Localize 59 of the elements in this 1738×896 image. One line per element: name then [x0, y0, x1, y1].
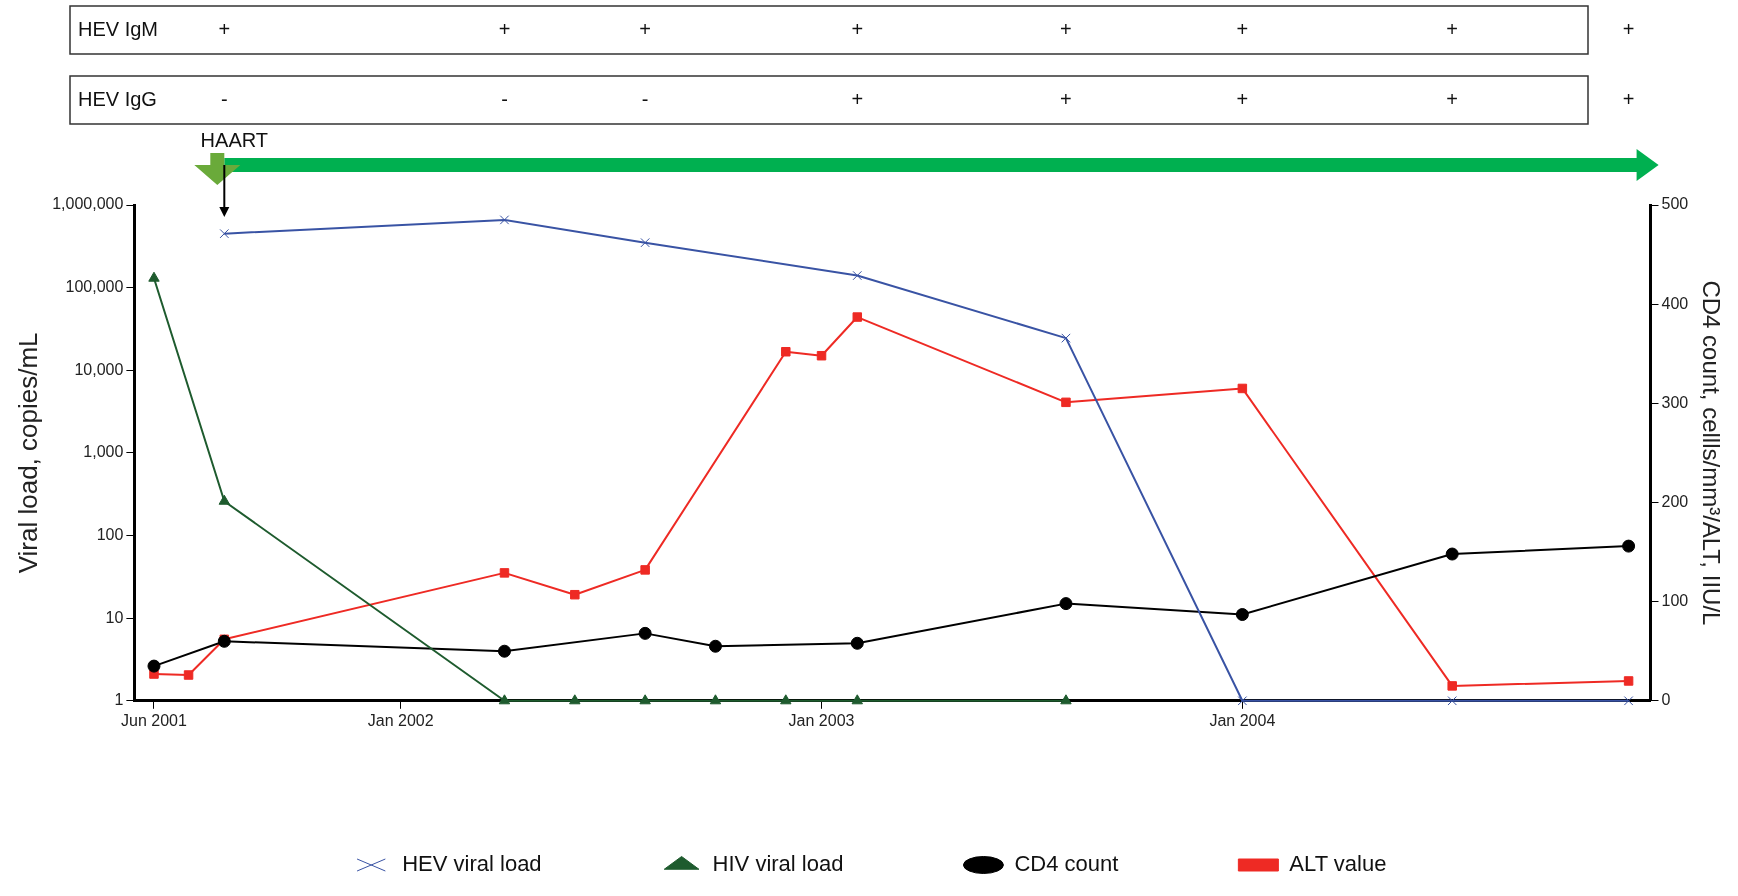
- point: [218, 494, 231, 505]
- text: +: [1446, 87, 1459, 110]
- text: +: [1446, 17, 1459, 40]
- legend-label: CD4 count: [1014, 851, 1119, 877]
- y-tick-label: 1,000: [83, 443, 124, 461]
- y2-tick-label: 500: [1661, 195, 1689, 213]
- text: HAART: [200, 128, 269, 151]
- text: -: [641, 87, 649, 110]
- point: [498, 694, 511, 705]
- point: [1623, 696, 1634, 706]
- y2-tick-label: 200: [1661, 492, 1689, 510]
- text: HEV IgG: [78, 87, 157, 110]
- y-tick-label: 1,000,000: [52, 195, 124, 213]
- y-tick-label: 100,000: [65, 278, 124, 296]
- legend-label: ALT value: [1289, 851, 1387, 877]
- text: +: [218, 17, 231, 40]
- text: HEV IgM: [78, 17, 159, 40]
- y-tick-label: 100: [96, 525, 124, 543]
- y2-axis-title: CD4 count, cellls/mm³/ALT, IIU/L: [1697, 280, 1725, 626]
- point: [499, 215, 510, 225]
- text: -: [220, 87, 228, 110]
- text: +: [1060, 87, 1072, 110]
- y2-tick-label: 300: [1661, 393, 1689, 411]
- text: +: [498, 17, 511, 40]
- text: +: [1622, 17, 1635, 40]
- point: [640, 237, 650, 248]
- point: [1237, 696, 1248, 706]
- point: [852, 270, 863, 281]
- point: [780, 694, 792, 705]
- y2-tick-label: 0: [1661, 691, 1671, 709]
- y-tick-label: 10,000: [74, 360, 124, 378]
- text: +: [1236, 87, 1249, 110]
- point: [1060, 694, 1072, 705]
- point: [148, 271, 160, 282]
- text: +: [851, 87, 864, 110]
- x-tick-label: Jan 2002: [367, 711, 434, 729]
- text: +: [851, 17, 864, 40]
- x-tick-label: Jun 2001: [121, 711, 187, 729]
- y-tick-label: 1: [114, 691, 124, 709]
- y2-tick-label: 400: [1661, 294, 1689, 312]
- y-tick-label: 10: [105, 608, 124, 626]
- y-axis-title: Viral load, copies/mL: [12, 332, 43, 574]
- legend-label: HEV viral load: [402, 851, 542, 877]
- y2-tick-label: 100: [1661, 592, 1689, 610]
- point: [639, 694, 651, 705]
- text: +: [1236, 17, 1249, 40]
- text: +: [1060, 17, 1072, 40]
- x-tick-label: Jan 2004: [1209, 711, 1276, 729]
- text: -: [501, 87, 508, 110]
- point: [851, 694, 863, 705]
- point: [1061, 333, 1071, 343]
- point: [1447, 696, 1457, 706]
- x-tick-label: Jan 2003: [788, 711, 855, 729]
- text: +: [1622, 87, 1635, 110]
- point: [709, 694, 722, 705]
- point: [219, 228, 230, 239]
- point: [569, 694, 581, 705]
- text: +: [639, 17, 651, 40]
- legend-label: HIV viral load: [712, 851, 844, 877]
